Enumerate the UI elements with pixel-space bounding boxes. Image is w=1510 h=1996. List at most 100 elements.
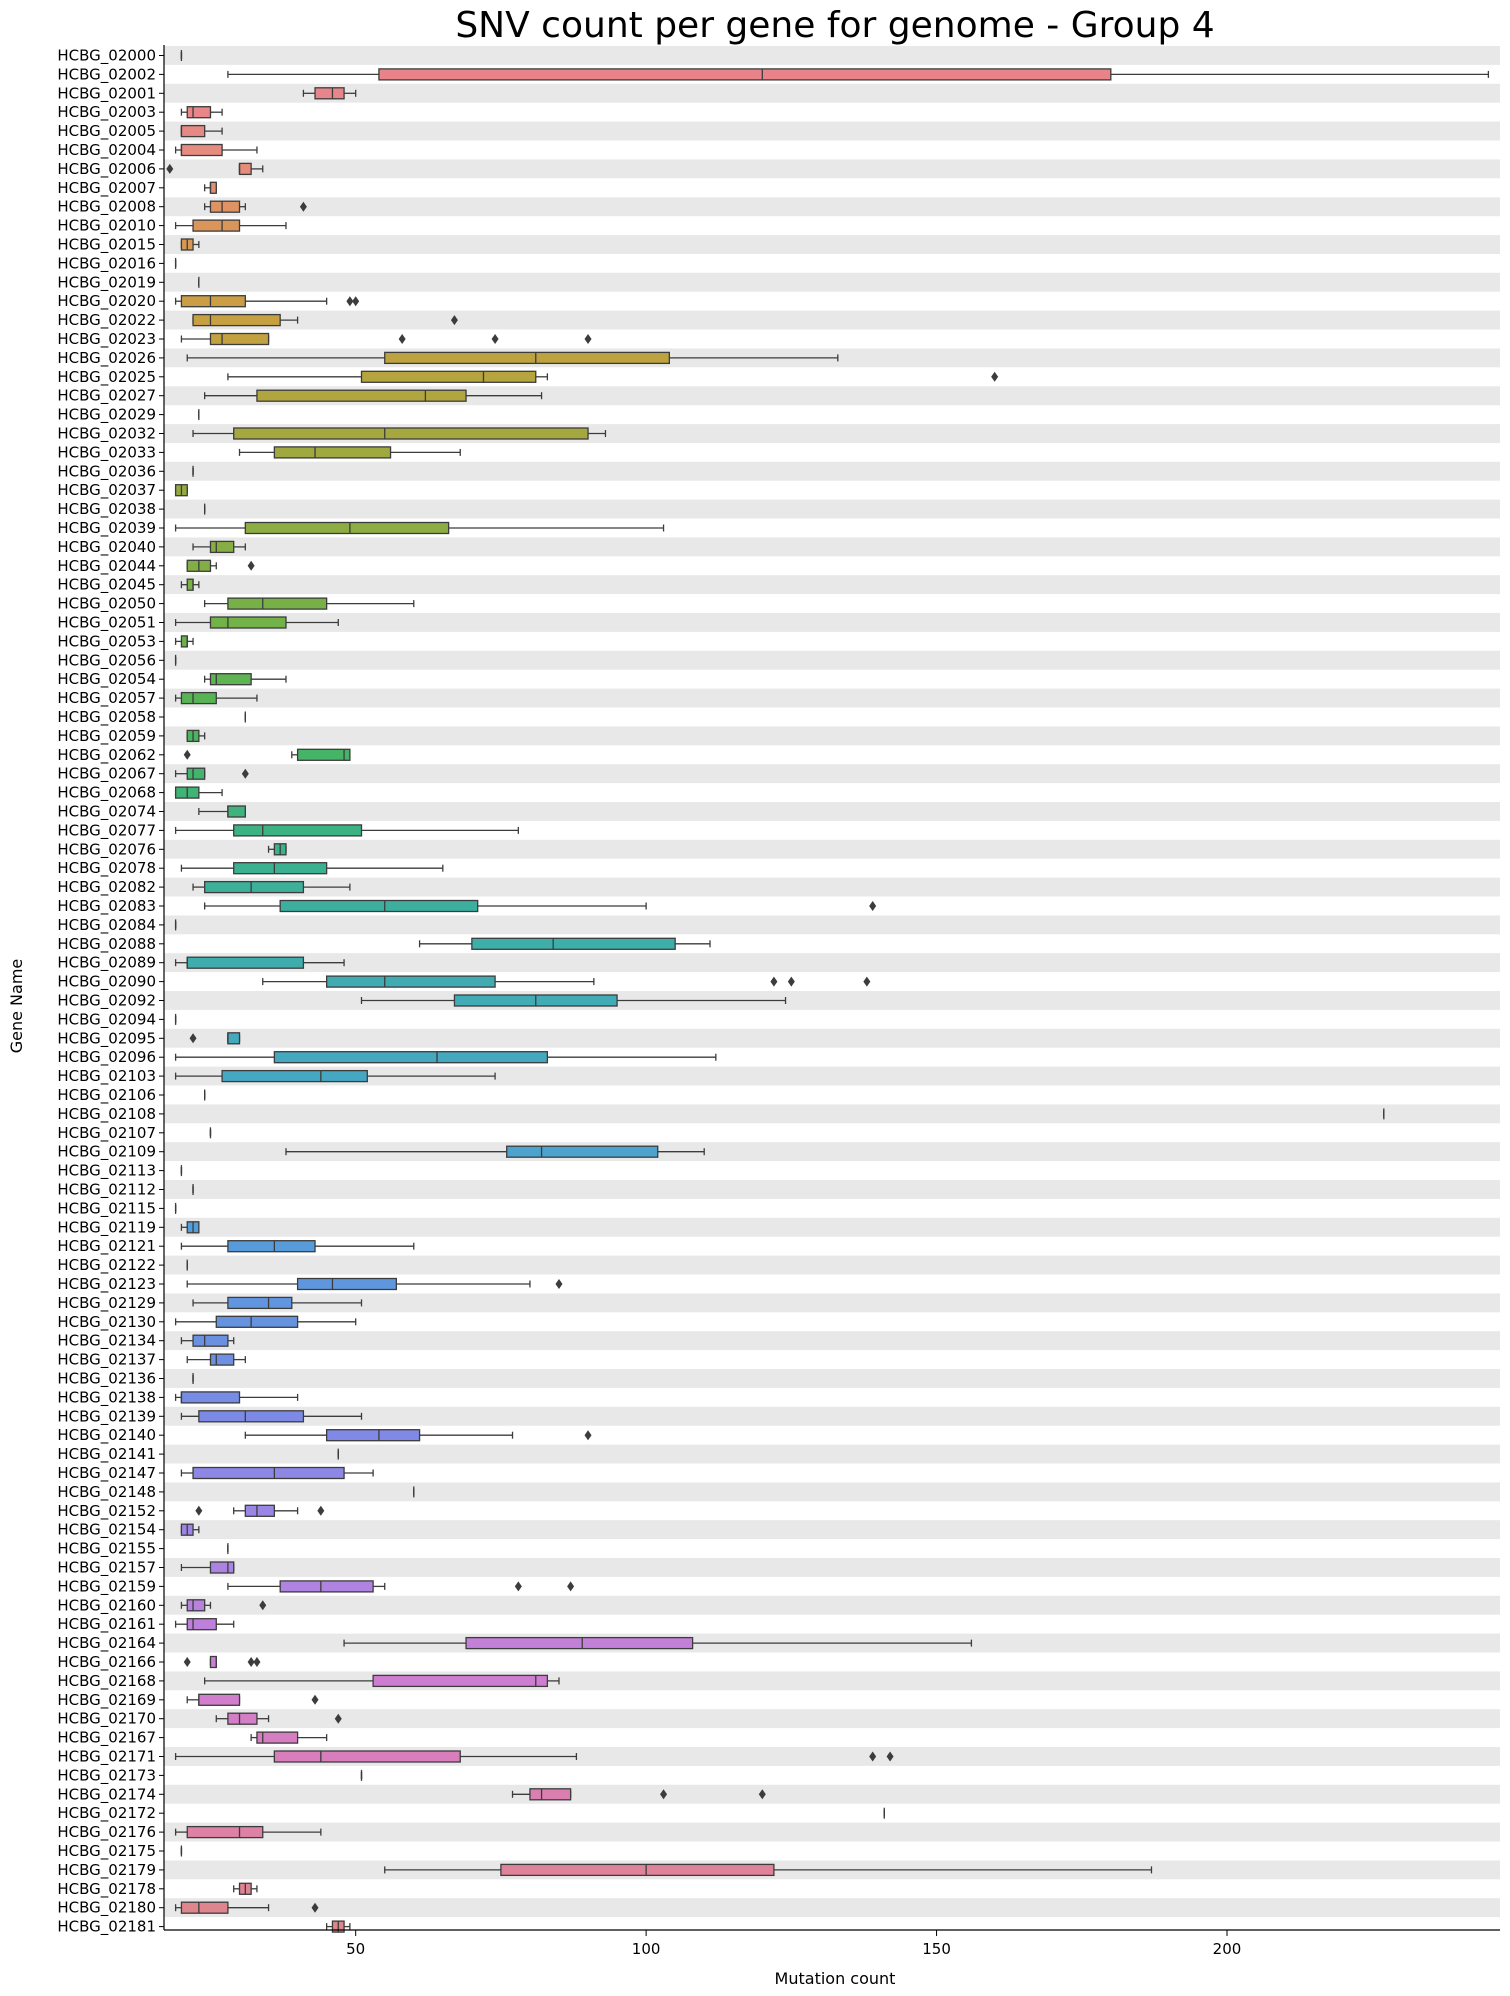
y-tick-label: HCBG_02167 (57, 1729, 156, 1748)
y-tick-label: HCBG_02068 (57, 784, 156, 803)
outlier-point (514, 1581, 522, 1592)
box-iqr (256, 1731, 299, 1744)
box-iqr (209, 540, 235, 554)
y-tick-label: HCBG_02007 (57, 179, 156, 198)
x-tick-label: 50 (346, 1940, 365, 1958)
box-group (180, 1599, 267, 1612)
y-tick-label: HCBG_02140 (57, 1426, 156, 1445)
y-tick-label: HCBG_02134 (57, 1332, 156, 1351)
box-iqr (360, 370, 537, 383)
box-group (192, 313, 458, 327)
box-iqr (209, 616, 287, 629)
box-group (238, 446, 461, 459)
y-tick-label: HCBG_02155 (57, 1540, 156, 1559)
row-band (164, 1028, 1500, 1048)
box-group (180, 862, 444, 875)
box-iqr (384, 351, 671, 365)
outlier-point (253, 1657, 261, 1667)
box-group (180, 332, 592, 346)
box-group (174, 786, 223, 799)
y-tick-label: HCBG_02172 (57, 1804, 156, 1823)
box-iqr (244, 1504, 276, 1517)
row-band (164, 764, 1500, 784)
box-group (360, 994, 787, 1007)
box-iqr (233, 824, 363, 837)
box-group (244, 1429, 592, 1442)
row-band (164, 310, 1500, 330)
box-group (180, 1334, 235, 1347)
box-group (174, 824, 519, 837)
row-band (164, 121, 1500, 141)
box-group (180, 1523, 200, 1536)
box-group (204, 181, 217, 194)
y-tick-label: HCBG_02180 (57, 1899, 156, 1918)
y-tick-label: HCBG_02003 (57, 103, 156, 122)
box-iqr (209, 1655, 217, 1669)
box-iqr (227, 1240, 316, 1253)
y-tick-label: HCBG_02137 (57, 1351, 156, 1370)
y-tick-label: HCBG_02160 (57, 1596, 156, 1615)
y-tick-label: HCBG_02090 (57, 973, 156, 992)
y-tick-label: HCBG_02169 (57, 1691, 156, 1710)
box-group (180, 106, 223, 119)
x-axis-label: Mutation count (775, 1969, 896, 1988)
outlier-point (183, 1657, 191, 1667)
row-band (164, 1444, 1500, 1464)
row-band (164, 272, 1500, 292)
y-tick-label: HCBG_02054 (57, 670, 156, 689)
box-iqr (238, 162, 252, 176)
outlier-point (334, 1713, 342, 1724)
box-group (186, 729, 206, 743)
row-band (164, 1898, 1500, 1918)
row-band (164, 1331, 1500, 1351)
box-group (174, 1618, 235, 1631)
box-iqr (209, 200, 241, 213)
y-tick-label: HCBG_02181 (57, 1918, 156, 1937)
y-tick-label: HCBG_02129 (57, 1294, 156, 1313)
outlier-point (166, 163, 174, 174)
y-tick-label: HCBG_02038 (57, 500, 156, 519)
row-band (164, 1406, 1500, 1426)
row-band (164, 953, 1500, 973)
box-iqr (465, 1636, 694, 1650)
outlier-point (311, 1902, 319, 1913)
box-iqr (180, 1391, 241, 1404)
y-tick-label: HCBG_02123 (57, 1275, 156, 1294)
y-tick-label: HCBG_02154 (57, 1521, 156, 1540)
y-tick-label: HCBG_02001 (57, 84, 156, 103)
outlier-point (991, 371, 999, 382)
y-tick-label: HCBG_02148 (57, 1483, 156, 1502)
y-tick-label: HCBG_02171 (57, 1748, 156, 1767)
y-tick-label: HCBG_02000 (57, 47, 156, 66)
outlier-point (195, 1505, 203, 1516)
y-tick-label: HCBG_02006 (57, 160, 156, 179)
box-iqr (198, 1693, 241, 1706)
box-iqr (186, 578, 194, 591)
box-iqr (244, 521, 450, 535)
y-tick-label: HCBG_02045 (57, 576, 156, 595)
outlier-point (584, 1430, 592, 1441)
box-group (233, 1882, 258, 1895)
box-iqr (378, 68, 1112, 81)
box-iqr (500, 1863, 775, 1877)
box-group (215, 1712, 342, 1725)
box-group (302, 87, 357, 100)
box-group (384, 1863, 1153, 1877)
y-tick-label: HCBG_02029 (57, 406, 156, 425)
y-tick-label: HCBG_02166 (57, 1653, 156, 1672)
box-group (204, 899, 877, 913)
row-band (164, 197, 1500, 217)
outlier-point (660, 1789, 668, 1800)
box-group (262, 975, 871, 988)
box-iqr (180, 295, 246, 308)
y-tick-label: HCBG_02040 (57, 538, 156, 557)
box-group (174, 295, 360, 308)
y-tick-label: HCBG_02078 (57, 859, 156, 878)
y-tick-label: HCBG_02113 (57, 1162, 156, 1181)
row-band (164, 1709, 1500, 1729)
box-group (174, 1825, 322, 1839)
box-group (227, 370, 999, 383)
y-tick-label: HCBG_02005 (57, 122, 156, 141)
box-group (174, 1069, 496, 1083)
box-iqr (314, 87, 345, 100)
